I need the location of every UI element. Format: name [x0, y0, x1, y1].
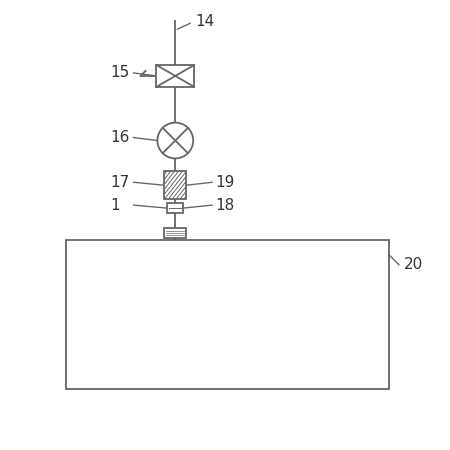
- Text: 14: 14: [195, 14, 215, 29]
- Bar: [66, 240, 389, 389]
- Text: 19: 19: [215, 175, 234, 190]
- Text: 20: 20: [404, 257, 423, 272]
- Bar: [167, 203, 183, 213]
- Bar: [157, 65, 194, 87]
- Text: 15: 15: [111, 65, 130, 81]
- Text: 1: 1: [111, 198, 120, 212]
- Bar: [164, 228, 186, 238]
- Text: 17: 17: [111, 175, 130, 190]
- Text: 18: 18: [215, 198, 234, 212]
- Circle shape: [158, 123, 193, 158]
- Text: 16: 16: [111, 130, 130, 145]
- Bar: [164, 171, 186, 199]
